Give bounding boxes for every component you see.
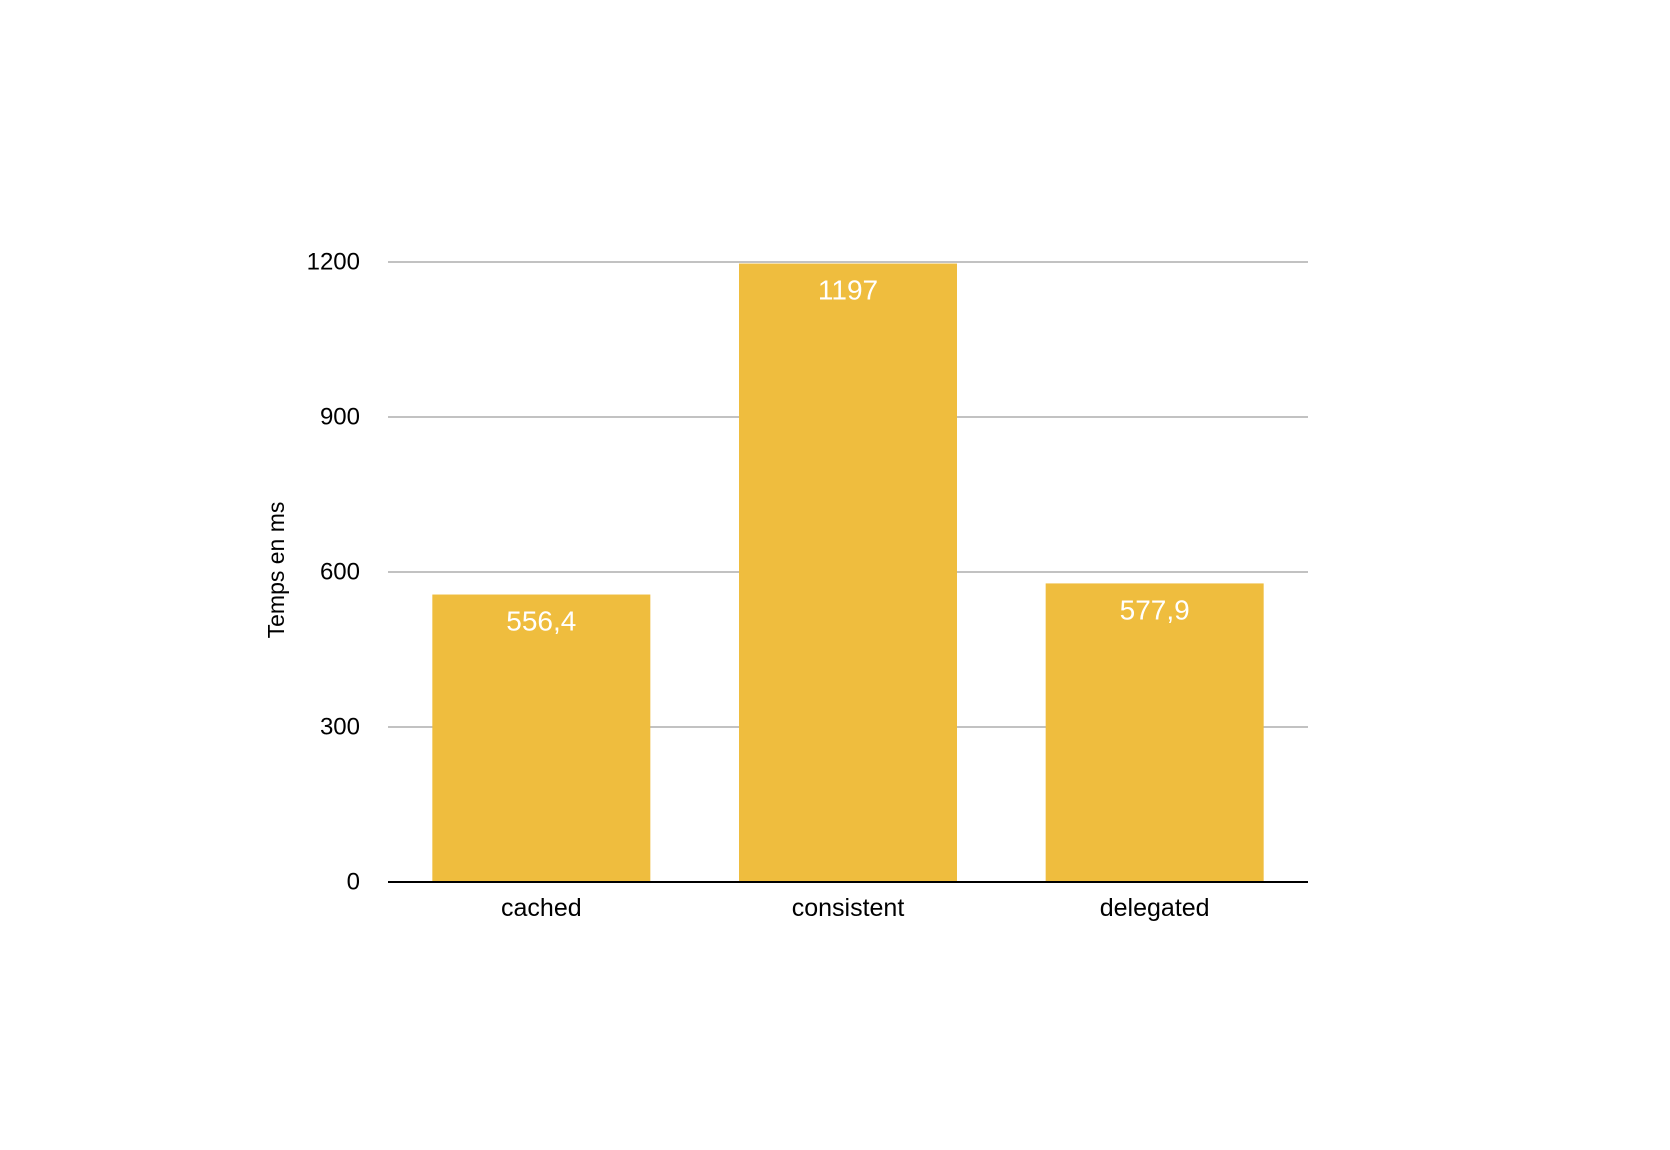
y-tick-label: 600 (320, 559, 360, 586)
bars: 556,4 1197 577,9 (432, 263, 1264, 882)
bar-cached (432, 594, 651, 882)
bar-delegated (1045, 583, 1264, 882)
x-tick-label-delegated: delegated (1100, 894, 1210, 922)
y-axis-title: Temps en ms (263, 502, 289, 639)
y-tick-label: 300 (320, 714, 360, 741)
y-tick-label: 900 (320, 404, 360, 431)
y-tick-label: 0 (347, 869, 360, 896)
x-tick-label-cached: cached (501, 894, 582, 922)
data-label-delegated: 577,9 (1120, 594, 1190, 625)
data-label-consistent: 1197 (818, 275, 878, 306)
data-label-cached: 556,4 (506, 606, 576, 637)
bar-consistent (739, 263, 957, 882)
y-tick-label: 1200 (307, 249, 360, 276)
x-tick-labels: cached consistent delegated (501, 894, 1210, 922)
x-tick-label-consistent: consistent (792, 894, 905, 922)
y-tick-labels: 0 300 600 900 1200 (307, 249, 360, 896)
